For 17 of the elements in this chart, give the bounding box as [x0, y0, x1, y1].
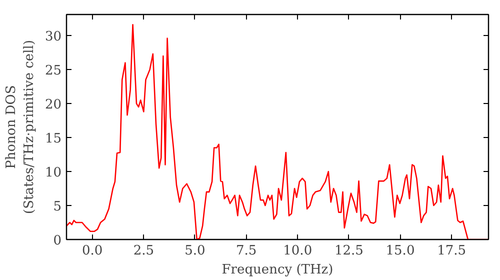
- y-tick-label: 25: [44, 64, 62, 79]
- y-tick-label: 15: [44, 132, 62, 147]
- y-tick-label: 5: [53, 200, 62, 215]
- x-tick-label: 15.0: [386, 244, 415, 258]
- y-axis-title: Phonon DOS (States/THz·primitive cell): [4, 40, 37, 214]
- y-tick-label: 20: [44, 98, 62, 113]
- y-tick-label: 30: [44, 30, 62, 45]
- x-tick-label: 0.0: [82, 244, 103, 258]
- x-tick-label: 2.5: [133, 244, 154, 258]
- x-tick-label: 10.0: [283, 244, 312, 258]
- y-tick-label: 10: [44, 166, 62, 181]
- x-tick-label: 12.5: [334, 244, 364, 258]
- x-tick-label: 7.5: [236, 244, 257, 258]
- x-axis-title: Frequency (THz): [222, 262, 334, 278]
- x-tick-label: 17.5: [437, 244, 466, 258]
- y-tick-label: 0: [53, 234, 62, 248]
- x-tick-label: 5.0: [184, 244, 206, 258]
